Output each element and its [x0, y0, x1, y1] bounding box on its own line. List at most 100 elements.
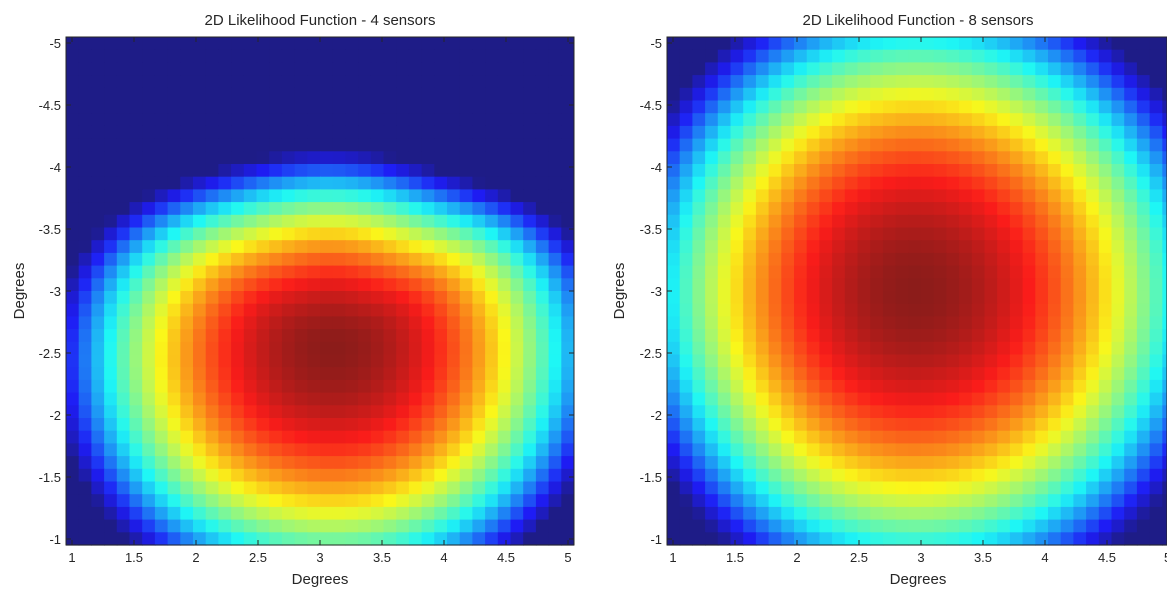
heatmap-cell — [1022, 113, 1036, 127]
heatmap-cell — [933, 252, 947, 267]
heatmap-cell — [959, 430, 973, 444]
heatmap-cell — [679, 138, 693, 152]
heatmap-cell — [320, 176, 334, 190]
heatmap-cell — [692, 481, 706, 495]
heatmap-cell — [806, 430, 820, 444]
heatmap-cell — [320, 37, 334, 51]
heatmap-cell — [358, 532, 372, 546]
heatmap-cell — [307, 392, 321, 406]
x-tick-label: 5 — [564, 550, 571, 565]
heatmap-cell — [667, 202, 681, 216]
heatmap-cell — [472, 430, 486, 444]
heatmap-cell — [781, 176, 795, 190]
heatmap-cell — [243, 75, 258, 89]
heatmap-cell — [667, 519, 681, 533]
heatmap-cell — [1073, 265, 1087, 279]
heatmap-cell — [1111, 202, 1125, 216]
heatmap-cell — [447, 481, 461, 495]
heatmap-cell — [667, 291, 681, 305]
heatmap-cell — [497, 252, 512, 267]
heatmap-cell — [1022, 291, 1036, 305]
heatmap-cell — [561, 532, 574, 546]
heatmap-cell — [667, 481, 681, 495]
heatmap-cell — [434, 214, 448, 229]
heatmap-cell — [1060, 405, 1074, 419]
heatmap-cell — [1124, 100, 1138, 114]
heatmap-cell — [1009, 367, 1024, 381]
heatmap-cell — [294, 468, 308, 483]
heatmap-cell — [882, 506, 897, 521]
heatmap-cell — [870, 113, 884, 127]
heatmap-cell — [370, 519, 385, 533]
heatmap-cell — [1124, 354, 1138, 368]
heatmap-cell — [523, 214, 537, 229]
heatmap-cell — [768, 87, 782, 102]
heatmap-cell — [768, 468, 782, 483]
heatmap-cell — [510, 252, 524, 267]
heatmap-cell — [1009, 456, 1024, 470]
heatmap-cell — [933, 354, 947, 368]
heatmap-cell — [921, 405, 935, 419]
heatmap-cell — [1124, 202, 1138, 216]
heatmap-cell — [523, 443, 537, 457]
y-tick-label: -3.5 — [39, 222, 61, 237]
heatmap-cell — [705, 49, 719, 63]
heatmap-cell — [971, 252, 986, 267]
heatmap-cell — [781, 532, 795, 546]
heatmap-cell — [1124, 392, 1138, 406]
heatmap-cell — [997, 443, 1011, 457]
heatmap-cell — [281, 291, 296, 305]
heatmap-cell — [946, 405, 960, 419]
heatmap-cell — [730, 456, 744, 470]
heatmap-cell — [421, 240, 435, 254]
heatmap-cell — [548, 379, 562, 394]
heatmap-cell — [1149, 506, 1163, 521]
heatmap-cell — [895, 494, 909, 508]
heatmap-cell — [1124, 151, 1138, 165]
heatmap-cell — [1035, 430, 1049, 444]
heatmap-cell — [882, 341, 897, 356]
heatmap-cell — [332, 113, 346, 127]
heatmap-cell — [781, 125, 795, 140]
heatmap-cell — [459, 138, 473, 152]
heatmap-cell — [459, 227, 473, 241]
heatmap-cell — [870, 405, 884, 419]
heatmap-cell — [180, 278, 194, 292]
heatmap-cell — [281, 519, 296, 533]
x-tick-label: 2 — [793, 550, 800, 565]
heatmap-cell — [548, 532, 562, 546]
heatmap-cell — [1149, 278, 1163, 292]
heatmap-cell — [794, 176, 808, 190]
heatmap-cell — [78, 113, 92, 127]
heatmap-cell — [806, 176, 820, 190]
heatmap-cell — [781, 418, 795, 432]
heatmap-cell — [535, 227, 550, 241]
heatmap-cell — [294, 456, 308, 470]
heatmap-cell — [705, 202, 719, 216]
heatmap-cell — [370, 138, 385, 152]
heatmap-cell — [307, 329, 321, 343]
heatmap-cell — [447, 278, 461, 292]
heatmap-cell — [66, 202, 80, 216]
heatmap-cell — [870, 316, 884, 330]
heatmap-cell — [332, 240, 346, 254]
heatmap-cell — [933, 367, 947, 381]
heatmap-cell — [1162, 354, 1167, 368]
heatmap-cell — [1009, 303, 1024, 317]
heatmap-cell — [497, 202, 512, 216]
heatmap-cell — [679, 291, 693, 305]
heatmap-cell — [1111, 151, 1125, 165]
heatmap-cell — [1086, 392, 1100, 406]
heatmap-cell — [819, 202, 833, 216]
heatmap-cell — [281, 176, 296, 190]
heatmap-cell — [730, 379, 744, 394]
heatmap-cell — [1060, 392, 1074, 406]
heatmap-cell — [497, 367, 512, 381]
heatmap-cell — [1022, 506, 1036, 521]
heatmap-cell — [971, 456, 986, 470]
heatmap-cell — [857, 481, 871, 495]
heatmap-cell — [857, 227, 871, 241]
heatmap-cell — [358, 240, 372, 254]
heatmap-cell — [1149, 252, 1163, 267]
heatmap-cell — [679, 316, 693, 330]
